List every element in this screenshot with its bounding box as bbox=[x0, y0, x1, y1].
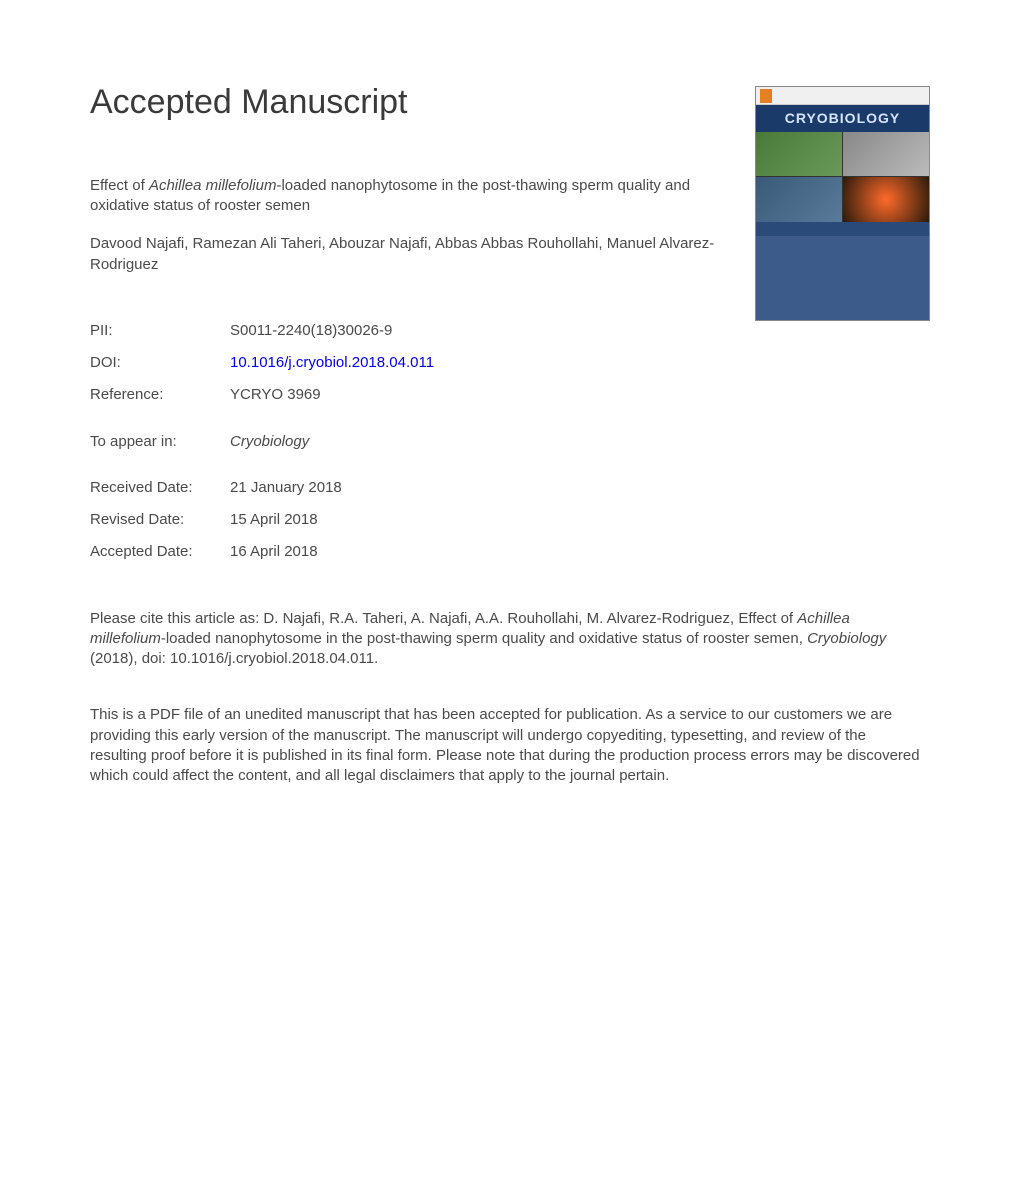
citation-pre: Please cite this article as: D. Najafi, … bbox=[90, 610, 797, 627]
meta-label: Revised Date: bbox=[90, 504, 230, 536]
meta-value: 21 January 2018 bbox=[230, 472, 434, 504]
publisher-logo-icon bbox=[760, 89, 772, 103]
article-title: Effect of Achillea millefolium-loaded na… bbox=[90, 176, 710, 217]
title-species: Achillea millefolium bbox=[149, 177, 277, 194]
meta-row-doi: DOI: 10.1016/j.cryobiol.2018.04.011 bbox=[90, 347, 434, 379]
meta-row-pii: PII: S0011-2240(18)30026-9 bbox=[90, 315, 434, 347]
metadata-table: PII: S0011-2240(18)30026-9 DOI: 10.1016/… bbox=[90, 315, 434, 569]
cover-header bbox=[756, 87, 929, 105]
citation-text: Please cite this article as: D. Najafi, … bbox=[90, 609, 920, 670]
meta-row-accepted: Accepted Date: 16 April 2018 bbox=[90, 536, 434, 568]
title-prefix: Effect of bbox=[90, 177, 149, 194]
cover-journal-name: CRYOBIOLOGY bbox=[756, 105, 929, 132]
cover-cell bbox=[843, 177, 929, 222]
meta-label: Accepted Date: bbox=[90, 536, 230, 568]
cover-cell bbox=[843, 132, 929, 177]
meta-label: To appear in: bbox=[90, 426, 230, 458]
doi-link[interactable]: 10.1016/j.cryobiol.2018.04.011 bbox=[230, 354, 434, 371]
cover-cell bbox=[756, 177, 842, 222]
authors-list: Davood Najafi, Ramezan Ali Taheri, Abouz… bbox=[90, 234, 730, 275]
meta-row-reference: Reference: YCRYO 3969 bbox=[90, 379, 434, 411]
meta-row-revised: Revised Date: 15 April 2018 bbox=[90, 504, 434, 536]
top-section: CRYOBIOLOGY Effect of Achillea millefoli… bbox=[90, 176, 930, 787]
meta-value: 15 April 2018 bbox=[230, 504, 434, 536]
meta-row-appear: To appear in: Cryobiology bbox=[90, 426, 434, 458]
cover-cell bbox=[756, 132, 842, 177]
citation-mid: -loaded nanophytosome in the post-thawin… bbox=[161, 630, 807, 647]
cover-image-grid bbox=[756, 132, 929, 222]
meta-value: YCRYO 3969 bbox=[230, 379, 434, 411]
meta-label: PII: bbox=[90, 315, 230, 347]
meta-value: 16 April 2018 bbox=[230, 536, 434, 568]
citation-post: (2018), doi: 10.1016/j.cryobiol.2018.04.… bbox=[90, 650, 378, 667]
meta-value: S0011-2240(18)30026-9 bbox=[230, 315, 434, 347]
meta-value: Cryobiology bbox=[230, 426, 434, 458]
meta-row-received: Received Date: 21 January 2018 bbox=[90, 472, 434, 504]
disclaimer-text: This is a PDF file of an unedited manusc… bbox=[90, 705, 920, 786]
meta-label: Received Date: bbox=[90, 472, 230, 504]
journal-cover-thumbnail: CRYOBIOLOGY bbox=[755, 86, 930, 321]
cover-strip bbox=[756, 222, 929, 236]
meta-label: DOI: bbox=[90, 347, 230, 379]
citation-journal: Cryobiology bbox=[807, 630, 886, 647]
meta-label: Reference: bbox=[90, 379, 230, 411]
